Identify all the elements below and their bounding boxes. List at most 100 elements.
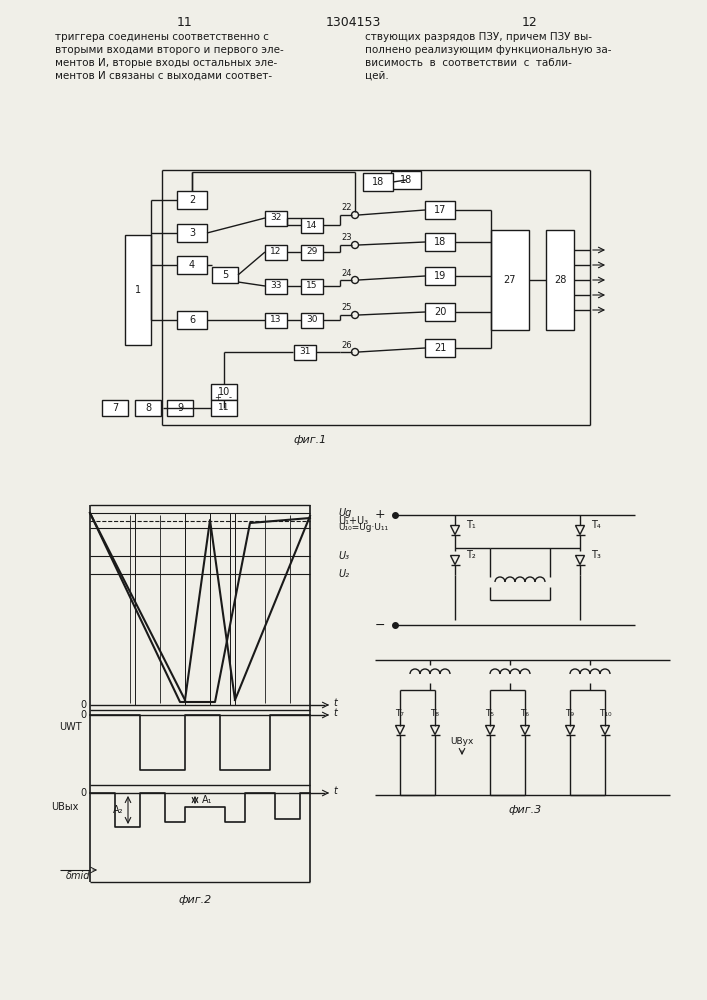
- Text: 33: 33: [270, 282, 282, 290]
- Text: UByx: UByx: [450, 738, 474, 746]
- Text: ментов И связаны с выходами соответ-: ментов И связаны с выходами соответ-: [55, 71, 272, 81]
- Text: 1304153: 1304153: [325, 15, 380, 28]
- Text: 18: 18: [400, 175, 412, 185]
- Text: T₅: T₅: [486, 708, 494, 718]
- Text: T₇: T₇: [395, 708, 404, 718]
- Text: 1: 1: [135, 285, 141, 295]
- Text: 27: 27: [504, 275, 516, 285]
- Text: T₁₀: T₁₀: [599, 708, 612, 718]
- Text: 23: 23: [341, 233, 352, 242]
- Bar: [211, 384, 237, 400]
- Text: 24: 24: [341, 268, 352, 277]
- Text: 0: 0: [80, 788, 86, 798]
- Bar: [294, 344, 316, 360]
- Text: t: t: [333, 786, 337, 796]
- Text: 6: 6: [189, 315, 195, 325]
- Text: 2: 2: [189, 195, 195, 205]
- Text: триггера соединены соответственно с: триггера соединены соответственно с: [55, 32, 269, 42]
- Text: T₂: T₂: [466, 550, 476, 560]
- Text: 32: 32: [270, 214, 281, 223]
- Text: 4: 4: [189, 260, 195, 270]
- Bar: [177, 224, 207, 242]
- Text: T₁: T₁: [466, 520, 476, 530]
- Text: t: t: [333, 708, 337, 718]
- Text: 29: 29: [306, 247, 317, 256]
- Text: 9: 9: [177, 403, 183, 413]
- Text: A₁: A₁: [201, 795, 212, 805]
- Text: -: -: [228, 393, 231, 402]
- Text: фиг.1: фиг.1: [293, 435, 327, 445]
- Text: 25: 25: [341, 304, 352, 312]
- Text: 12: 12: [522, 15, 538, 28]
- Text: 17: 17: [434, 205, 446, 215]
- Bar: [425, 267, 455, 285]
- Bar: [301, 312, 323, 328]
- Text: T₆: T₆: [520, 708, 530, 718]
- Bar: [425, 233, 455, 251]
- Text: 15: 15: [306, 282, 317, 290]
- Bar: [211, 400, 237, 416]
- Bar: [301, 278, 323, 294]
- Bar: [265, 211, 287, 226]
- Text: 10: 10: [218, 387, 230, 397]
- Text: T₉: T₉: [566, 708, 575, 718]
- Bar: [391, 171, 421, 189]
- Text: 5: 5: [222, 270, 228, 280]
- Text: U₁+U₃: U₁+U₃: [338, 516, 368, 526]
- Text: U₂: U₂: [338, 569, 349, 579]
- Text: −: −: [375, 618, 385, 632]
- Text: вторыми входами второго и первого эле-: вторыми входами второго и первого эле-: [55, 45, 284, 55]
- Bar: [425, 339, 455, 357]
- Bar: [301, 218, 323, 232]
- Bar: [301, 244, 323, 259]
- Text: U₁₀=Ug·U₁₁: U₁₀=Ug·U₁₁: [338, 524, 388, 532]
- Text: T₈: T₈: [431, 708, 440, 718]
- Text: 18: 18: [372, 177, 384, 187]
- Bar: [177, 191, 207, 209]
- Bar: [265, 312, 287, 328]
- Text: 14: 14: [306, 221, 317, 230]
- Bar: [265, 278, 287, 294]
- Text: UWT: UWT: [59, 722, 81, 732]
- Text: ментов И, вторые входы остальных эле-: ментов И, вторые входы остальных эле-: [55, 58, 277, 68]
- Text: 26: 26: [341, 340, 352, 350]
- Text: 18: 18: [434, 237, 446, 247]
- Text: t: t: [333, 698, 337, 708]
- Bar: [135, 400, 161, 416]
- Text: 0: 0: [80, 700, 86, 710]
- Text: 30: 30: [306, 316, 317, 324]
- Text: T₃: T₃: [591, 550, 601, 560]
- Text: фиг.2: фиг.2: [178, 895, 211, 905]
- Text: T₄: T₄: [591, 520, 601, 530]
- Text: 0: 0: [80, 710, 86, 720]
- Bar: [491, 230, 529, 330]
- Bar: [102, 400, 128, 416]
- Text: 11: 11: [218, 403, 230, 412]
- Text: 7: 7: [112, 403, 118, 413]
- Text: 21: 21: [434, 343, 446, 353]
- Text: 12: 12: [270, 247, 281, 256]
- Text: 3: 3: [189, 228, 195, 238]
- Text: A₂: A₂: [112, 805, 123, 815]
- Bar: [177, 256, 207, 274]
- Bar: [425, 303, 455, 321]
- Text: 8: 8: [145, 403, 151, 413]
- Text: ствующих разрядов ПЗУ, причем ПЗУ вы-: ствующих разрядов ПЗУ, причем ПЗУ вы-: [365, 32, 592, 42]
- Text: 13: 13: [270, 316, 282, 324]
- Text: цей.: цей.: [365, 71, 389, 81]
- Text: +: +: [214, 393, 221, 402]
- Bar: [425, 201, 455, 219]
- Text: UBыx: UBыx: [52, 802, 78, 812]
- Text: Ug: Ug: [338, 508, 351, 518]
- Text: 31: 31: [299, 348, 311, 357]
- Text: 11: 11: [177, 15, 193, 28]
- Bar: [363, 173, 393, 191]
- Text: висимость  в  соответствии  с  табли-: висимость в соответствии с табли-: [365, 58, 572, 68]
- Bar: [177, 311, 207, 329]
- Bar: [167, 400, 193, 416]
- Bar: [125, 235, 151, 345]
- Bar: [212, 267, 238, 283]
- Text: 20: 20: [434, 307, 446, 317]
- Text: фиг.3: фиг.3: [508, 805, 542, 815]
- Text: 19: 19: [434, 271, 446, 281]
